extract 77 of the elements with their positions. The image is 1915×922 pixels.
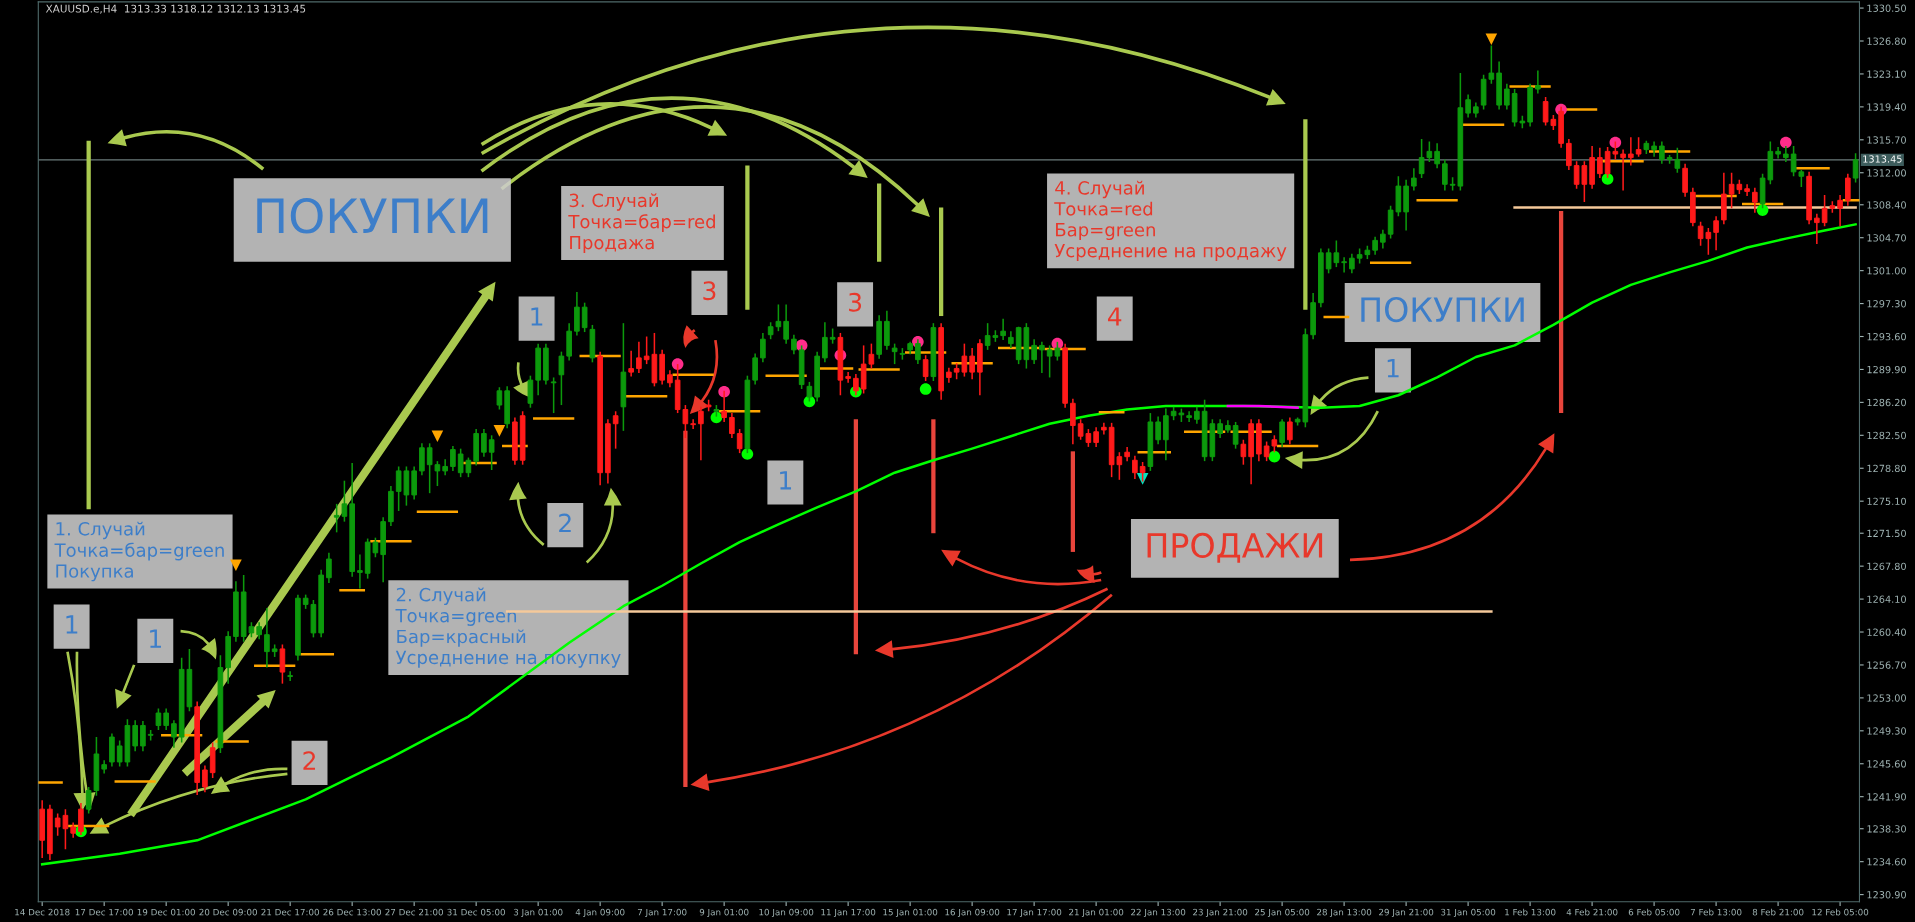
x-tick-label: 1 Feb 13:00 (1505, 908, 1556, 916)
x-tick-label: 19 Dec 01:00 (137, 908, 196, 916)
x-tick-label: 29 Jan 21:00 (1379, 908, 1434, 918)
annotation: 2. Случай Точка=green Бар=красный Усреднение на покупку (395, 587, 621, 668)
annotation: 4. Случай Точка=red Бар=green Усреднение на продажу (1054, 180, 1287, 261)
annotation: 1 (1387, 359, 1399, 378)
x-tick-label: 10 Jan 09:00 (759, 908, 814, 918)
y-tick-label: 1278.80 (1867, 464, 1906, 473)
y-tick-label: 1282.50 (1867, 431, 1906, 440)
x-tick-label: 17 Dec 17:00 (75, 908, 134, 916)
y-tick-label: 1238.30 (1867, 825, 1906, 833)
x-tick-label: 11 Jan 17:00 (821, 908, 876, 918)
x-tick-label: 8 Feb 21:00 (1752, 908, 1804, 916)
chart-title: XAUUSD.e,H4 1313.33 1318.12 1312.13 1313.45 (45, 4, 306, 14)
y-tick-label: 1267.80 (1867, 562, 1906, 570)
y-tick-label: 1271.50 (1867, 529, 1906, 538)
annotation: ПОКУПКИ (257, 197, 488, 234)
x-tick-label: 9 Jan 01:00 (699, 908, 749, 918)
annotation: 3 (849, 292, 862, 312)
y-tick-label: 1312.00 (1867, 169, 1906, 177)
x-tick-label: 31 Jan 05:00 (1441, 908, 1496, 918)
annotation: 3. Случай Точка=бар=red Продажа (568, 193, 715, 253)
x-tick-label: 4 Feb 21:00 (1566, 908, 1618, 916)
y-tick-label: 1319.40 (1867, 103, 1906, 111)
y-tick-label: 1249.30 (1867, 727, 1906, 735)
y-tick-label: 1326.80 (1867, 37, 1906, 45)
annotation: 1 (780, 471, 792, 490)
y-tick-label: 1289.90 (1867, 365, 1906, 374)
annotation: 4 (1107, 307, 1122, 326)
x-tick-label: 17 Jan 17:00 (1007, 908, 1062, 918)
x-tick-label: 16 Jan 09:00 (945, 908, 1000, 918)
y-tick-label: 1330.50 (1867, 4, 1906, 12)
y-tick-label: 1315.70 (1867, 136, 1906, 144)
annotation: ПОКУПКИ (1361, 296, 1524, 323)
x-tick-label: 3 Jan 01:00 (513, 908, 563, 918)
y-tick-label: 1253.00 (1867, 694, 1906, 702)
annotation: 1 (66, 615, 78, 634)
y-tick-label: 1241.90 (1867, 793, 1906, 801)
x-tick-label: 26 Dec 13:00 (323, 908, 381, 916)
x-tick-label: 12 Feb 05:00 (1812, 908, 1869, 916)
x-tick-label: 23 Jan 21:00 (1193, 908, 1248, 918)
x-tick-label: 14 Dec 2018 (15, 908, 70, 916)
y-tick-label: 1297.30 (1867, 300, 1906, 308)
annotation: ПРОДАЖИ (1147, 532, 1323, 563)
x-tick-label: 20 Dec 09:00 (199, 908, 258, 916)
annotation: 2 (559, 513, 571, 533)
y-tick-label: 1230.90 (1867, 891, 1906, 899)
y-tick-label: 1301.00 (1867, 267, 1906, 275)
x-tick-label: 28 Jan 13:00 (1317, 908, 1372, 918)
y-tick-label: 1256.70 (1867, 661, 1906, 669)
annotation: 3 (703, 281, 716, 301)
x-tick-label: 7 Feb 13:00 (1690, 908, 1742, 916)
y-tick-label: 1308.40 (1867, 201, 1906, 209)
annotation: 2 (303, 751, 315, 770)
y-tick-label: 1323.10 (1867, 70, 1906, 78)
x-tick-label: 21 Dec 17:00 (261, 908, 319, 916)
ref-line-label: 1313.45 (1863, 155, 1902, 163)
y-tick-label: 1264.10 (1867, 595, 1906, 603)
annotation: 1 (150, 629, 161, 648)
y-tick-label: 1293.60 (1867, 332, 1906, 341)
x-tick-label: 7 Jan 17:00 (637, 908, 687, 918)
y-tick-label: 1286.20 (1867, 398, 1906, 407)
y-tick-label: 1304.70 (1867, 234, 1906, 242)
y-tick-label: 1234.60 (1867, 858, 1906, 866)
x-tick-label: 31 Dec 05:00 (447, 908, 505, 916)
y-tick-label: 1275.10 (1867, 497, 1906, 506)
x-tick-label: 4 Jan 09:00 (575, 908, 625, 918)
x-tick-label: 27 Dec 21:00 (385, 908, 443, 916)
x-tick-label: 15 Jan 01:00 (883, 908, 938, 918)
y-tick-label: 1245.60 (1867, 760, 1906, 768)
annotation: 1 (531, 307, 543, 326)
x-tick-label: 21 Jan 01:00 (1069, 908, 1124, 918)
x-tick-label: 25 Jan 05:00 (1255, 908, 1310, 918)
x-tick-label: 6 Feb 05:00 (1628, 908, 1680, 916)
y-tick-label: 1260.40 (1867, 628, 1906, 636)
annotation: 1. Случай Точка=бар=green Покупка (54, 521, 224, 582)
x-tick-label: 22 Jan 13:00 (1131, 908, 1186, 918)
